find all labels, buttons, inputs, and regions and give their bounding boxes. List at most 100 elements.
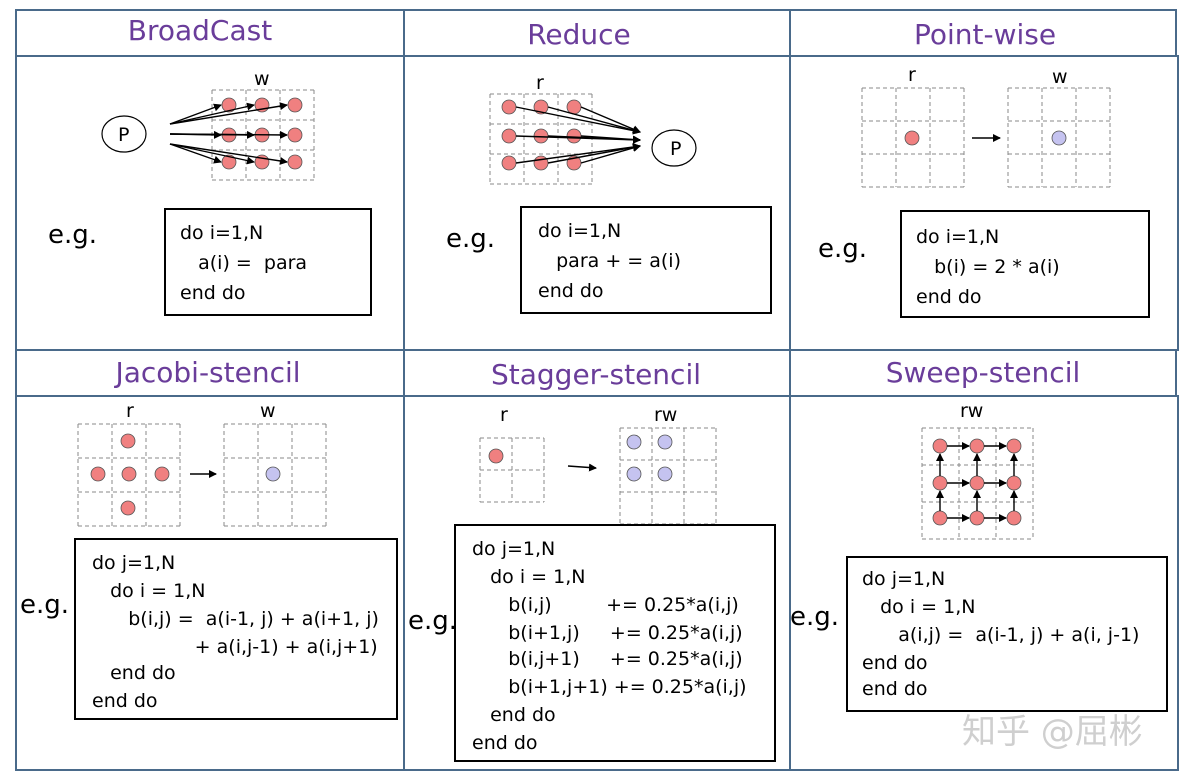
stagger-rw-label: rw bbox=[654, 404, 678, 426]
code-line: end do bbox=[92, 662, 176, 684]
reduce-code-box: do i=1,N para + = a(i) end do bbox=[520, 206, 772, 314]
sweep-code-box: do j=1,N do i = 1,N a(i,j) = a(i-1, j) +… bbox=[846, 556, 1168, 712]
broadcast-eg: e.g. bbox=[48, 220, 98, 250]
code-line: do j=1,N bbox=[92, 552, 176, 574]
code-line: b(i,j) += 0.25*a(i,j) bbox=[472, 594, 739, 616]
code-line: do i = 1,N bbox=[472, 566, 586, 588]
code-line: end do bbox=[180, 282, 246, 304]
jacobi-read-dot bbox=[90, 466, 106, 482]
reduce-read-dot bbox=[501, 155, 517, 171]
sweep-dot bbox=[932, 510, 948, 526]
reduce-arrow bbox=[515, 106, 641, 135]
stagger-write-dot bbox=[626, 434, 642, 450]
broadcast-arrow bbox=[169, 143, 222, 164]
reduce-arrow bbox=[580, 144, 641, 164]
reduce-p-node bbox=[651, 129, 697, 167]
sweep-dot bbox=[932, 438, 948, 454]
pointwise-w-label: w bbox=[1052, 66, 1068, 88]
reduce-r-label: r bbox=[536, 72, 544, 94]
reduce-arrow bbox=[515, 142, 641, 164]
broadcast-w-label: w bbox=[254, 68, 270, 90]
code-line: b(i+1,j+1) += 0.25*a(i,j) bbox=[472, 676, 747, 698]
broadcast-write-dot bbox=[221, 97, 237, 113]
jacobi-w-label: w bbox=[260, 400, 276, 422]
sweep-dot bbox=[1006, 475, 1022, 491]
watermark: 知乎 @屈彬 bbox=[962, 712, 1143, 752]
pointwise-code-box: do i=1,N b(i) = 2 * a(i) end do bbox=[900, 210, 1150, 318]
pointwise-r-label: r bbox=[908, 64, 916, 86]
stagger-eg: e.g. bbox=[408, 606, 458, 636]
stagger-write-dot bbox=[626, 466, 642, 482]
code-line: end do bbox=[862, 652, 928, 674]
jacobi-r-label: r bbox=[126, 400, 134, 422]
panel-title-stagger-stencil: Stagger-stencil bbox=[491, 358, 701, 391]
pointwise-read-dot bbox=[904, 130, 920, 146]
reduce-read-dot bbox=[566, 99, 582, 115]
sweep-eg: e.g. bbox=[790, 602, 840, 632]
code-line: do i=1,N bbox=[180, 222, 264, 244]
stagger-code-box: do j=1,N do i = 1,N b(i,j) += 0.25*a(i,j… bbox=[454, 524, 776, 762]
broadcast-arrow bbox=[169, 143, 255, 165]
code-line: do j=1,N bbox=[862, 568, 946, 590]
pointwise-eg: e.g. bbox=[818, 234, 868, 264]
reduce-arrow bbox=[547, 143, 641, 164]
reduce-read-dot bbox=[533, 155, 549, 171]
code-line: end do bbox=[92, 690, 158, 712]
broadcast-arrow bbox=[169, 103, 222, 125]
code-line: + a(i,j-1) + a(i,j+1) bbox=[92, 636, 378, 658]
broadcast-write-dot bbox=[287, 97, 303, 113]
broadcast-p-node bbox=[101, 115, 147, 153]
code-line: do i=1,N bbox=[538, 220, 622, 242]
jacobi-write-dot bbox=[265, 466, 281, 482]
reduce-p-label: P bbox=[670, 138, 682, 160]
broadcast-write-dot bbox=[221, 154, 237, 170]
reduce-read-dot bbox=[501, 99, 517, 115]
code-line: para + = a(i) bbox=[538, 250, 681, 272]
stagger-r-label: r bbox=[500, 404, 508, 426]
code-line: end do bbox=[472, 732, 538, 754]
code-line: do i=1,N bbox=[916, 226, 1000, 248]
code-line: a(i) = para bbox=[180, 252, 308, 274]
reduce-read-dot bbox=[566, 128, 582, 144]
pointwise-write-dot bbox=[1051, 130, 1067, 146]
sweep-dot bbox=[969, 475, 985, 491]
panel-title-jacobi-stencil: Jacobi-stencil bbox=[115, 356, 301, 389]
jacobi-eg: e.g. bbox=[20, 590, 70, 620]
jacobi-read-dot bbox=[120, 433, 136, 449]
broadcast-write-dot bbox=[287, 127, 303, 143]
panel-title-sweep-stencil: Sweep-stencil bbox=[885, 356, 1081, 389]
code-line: b(i) = 2 * a(i) bbox=[916, 256, 1060, 278]
code-line: a(i,j) = a(i-1, j) + a(i, j-1) bbox=[862, 624, 1140, 646]
code-line: end do bbox=[916, 286, 982, 308]
stagger-arrow bbox=[567, 463, 597, 472]
code-line: end do bbox=[862, 678, 928, 700]
broadcast-code-box: do i=1,N a(i) = para end do bbox=[164, 208, 372, 316]
panel-border bbox=[789, 395, 1179, 771]
sweep-dot bbox=[1006, 438, 1022, 454]
code-line: end do bbox=[538, 280, 604, 302]
broadcast-write-dot bbox=[287, 154, 303, 170]
panel-title-broadcast: BroadCast bbox=[127, 14, 273, 47]
jacobi-read-dot bbox=[120, 500, 136, 516]
broadcast-p-label: P bbox=[118, 124, 130, 146]
jacobi-code-box: do j=1,N do i = 1,N b(i,j) = a(i-1, j) +… bbox=[74, 538, 398, 720]
sweep-dot bbox=[969, 510, 985, 526]
code-line: do i = 1,N bbox=[862, 596, 976, 618]
jacobi-read-dot bbox=[154, 466, 170, 482]
jacobi-read-dot bbox=[121, 466, 137, 482]
code-line: b(i+1,j) += 0.25*a(i,j) bbox=[472, 622, 743, 644]
reduce-arrow bbox=[547, 106, 641, 135]
code-line: do j=1,N bbox=[472, 538, 556, 560]
stagger-read-dot bbox=[488, 448, 504, 464]
reduce-arrow bbox=[580, 106, 641, 133]
sweep-dot bbox=[969, 438, 985, 454]
code-line: end do bbox=[472, 704, 556, 726]
code-line: do i = 1,N bbox=[92, 580, 206, 602]
broadcast-arrow bbox=[169, 102, 288, 125]
stagger-write-dot bbox=[657, 434, 673, 450]
sweep-rw-label: rw bbox=[960, 400, 984, 422]
code-line: b(i,j+1) += 0.25*a(i,j) bbox=[472, 648, 743, 670]
reduce-arrow bbox=[580, 135, 641, 144]
